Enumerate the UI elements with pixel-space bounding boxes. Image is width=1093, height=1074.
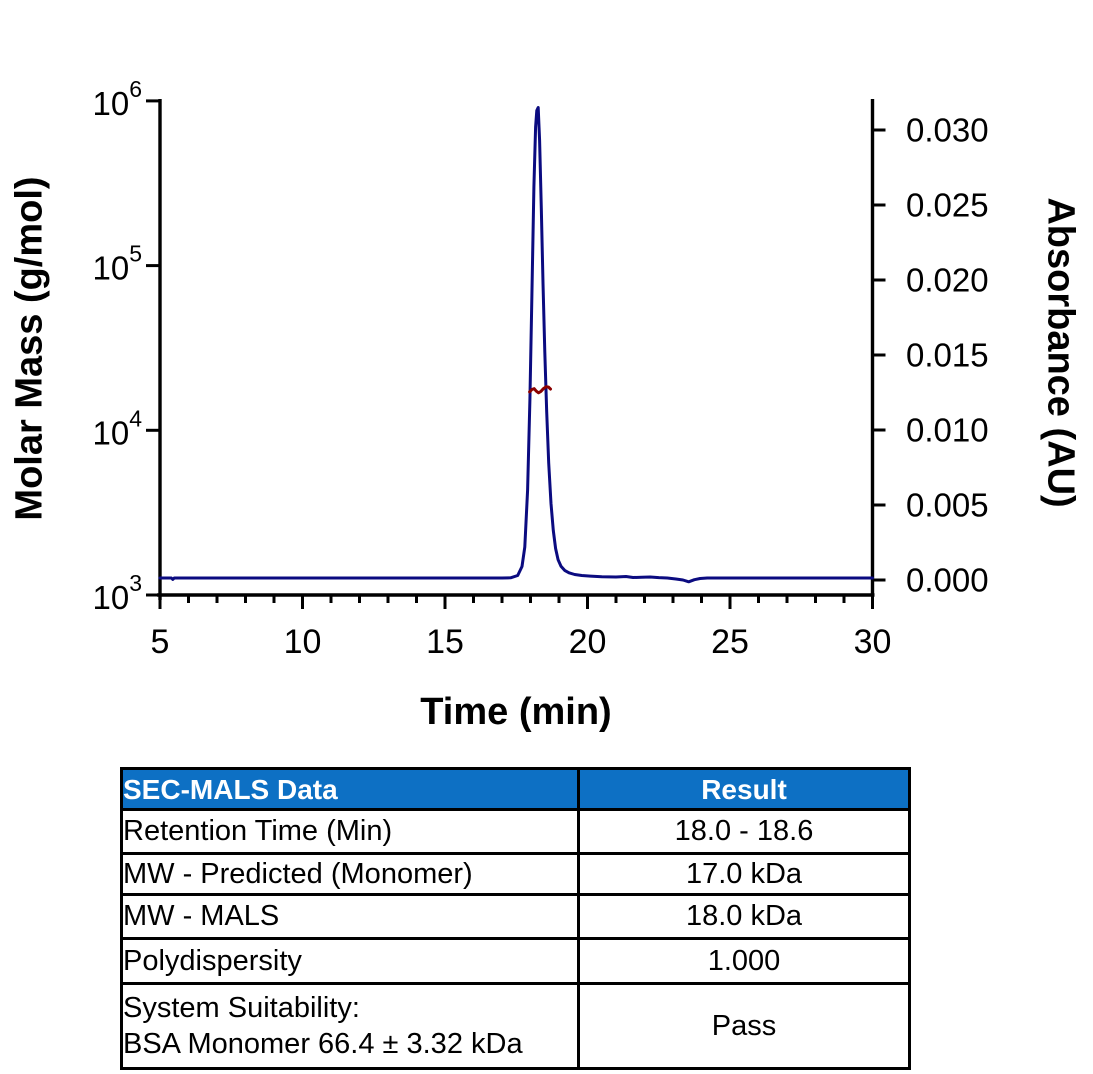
row-label-mw-mals: MW - MALS (120, 893, 580, 940)
left-tick-label: 104 (92, 405, 142, 451)
right-tick-label: 0.010 (906, 412, 989, 449)
table-row: MW - Predicted (Monomer) 17.0 kDa (120, 852, 911, 896)
row-value-retention-time: 18.0 - 18.6 (577, 808, 911, 855)
right-tick-label: 0.030 (906, 112, 989, 149)
table-header-row: SEC-MALS Data Result (120, 767, 911, 811)
sec-mals-chromatogram-plot: 5 10 15 20 25 30 106 105 104 103 0.030 0.025 0.020 0.… (92, 76, 989, 661)
right-tick-label: 0.015 (906, 337, 989, 374)
uv-absorbance-trace (158, 106, 874, 584)
x-tick-label: 30 (854, 623, 892, 661)
x-tick-label: 10 (284, 623, 322, 661)
left-tick-label: 103 (92, 570, 142, 616)
right-tick-label: 0.025 (906, 187, 989, 224)
table-row: System Suitability: BSA Monomer 66.4 ± 3… (120, 982, 911, 1070)
right-tick-label: 0.005 (906, 487, 989, 524)
row-value-mw-predicted: 17.0 kDa (577, 852, 911, 896)
x-tick-label: 15 (426, 623, 464, 661)
table-row: MW - MALS 18.0 kDa (120, 893, 911, 940)
x-axis-title: Time (min) (420, 691, 612, 733)
row-label-retention-time: Retention Time (Min) (120, 808, 580, 855)
row-label-system-suitability: System Suitability: BSA Monomer 66.4 ± 3… (120, 982, 580, 1070)
x-tick-label: 20 (569, 623, 607, 661)
system-suitability-line2: BSA Monomer 66.4 ± 3.32 kDa (123, 1028, 523, 1060)
row-value-polydispersity: 1.000 (577, 937, 911, 985)
right-tick-label: 0.000 (906, 562, 989, 599)
x-tick-label: 25 (711, 623, 749, 661)
row-value-system-suitability: Pass (577, 982, 911, 1070)
x-tick-label: 5 (151, 623, 170, 661)
sec-mals-results-table: SEC-MALS Data Result Retention Time (Min… (120, 767, 911, 1070)
row-label-mw-predicted: MW - Predicted (Monomer) (120, 852, 580, 896)
left-axis-title: Molar Mass (g/mol) (8, 176, 51, 521)
mals-molar-mass-trace (528, 385, 552, 395)
row-label-polydispersity: Polydispersity (120, 937, 580, 985)
table-header-result: Result (577, 767, 911, 811)
left-tick-label: 105 (92, 241, 142, 287)
table-header-data: SEC-MALS Data (120, 767, 580, 811)
table-row: Polydispersity 1.000 (120, 937, 911, 985)
right-axis-title: Absorbance (AU) (1039, 197, 1082, 508)
table-row: Retention Time (Min) 18.0 - 18.6 (120, 808, 911, 855)
row-value-mw-mals: 18.0 kDa (577, 893, 911, 940)
left-tick-label: 106 (92, 76, 142, 122)
right-tick-label: 0.020 (906, 262, 989, 299)
system-suitability-line1: System Suitability: (123, 991, 360, 1024)
